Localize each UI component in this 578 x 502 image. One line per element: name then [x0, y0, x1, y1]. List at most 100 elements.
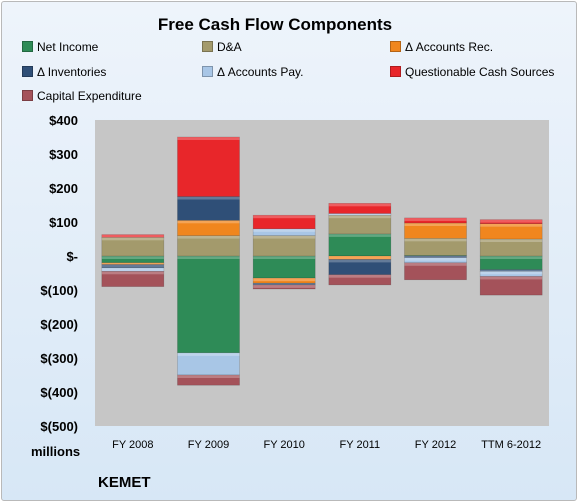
legend-label-inventories: Δ Inventories	[37, 65, 107, 79]
bar-segment-highlight	[480, 256, 543, 259]
bar-segment-highlight	[101, 267, 164, 271]
legend-label-capex: Capital Expenditure	[37, 89, 142, 103]
bar-segment-highlight	[328, 259, 391, 263]
bar-segment-highlight	[328, 203, 391, 207]
bar-segment-highlight	[404, 255, 467, 256]
bar-segment-highlight	[101, 262, 164, 265]
x-tick-label: FY 2010	[263, 439, 304, 451]
bar-segment-highlight	[404, 217, 467, 221]
bar-segment-capital-expenditure	[101, 270, 165, 287]
legend-swatch-accounts-pay	[202, 66, 213, 77]
x-tick-label: FY 2011	[340, 439, 381, 451]
bar-segment-highlight	[177, 137, 240, 140]
y-tick-label: $200	[49, 181, 78, 196]
bar-segment-highlight	[101, 271, 164, 275]
legend-item-accounts-pay: Δ Accounts Pay.	[202, 65, 304, 79]
bar-segment-highlight	[253, 228, 316, 232]
bar-segment-highlight	[253, 256, 316, 259]
legend-item-inventories: Δ Inventories	[22, 65, 106, 79]
bar-segment-highlight	[404, 257, 467, 261]
bar-segment-highlight	[177, 256, 240, 259]
bar-segment-d-a	[252, 235, 316, 257]
bar-segment-highlight	[404, 262, 467, 266]
bar-segment-capital-expenditure	[479, 276, 543, 296]
bar-segment-questionable-cash-sources	[177, 136, 240, 197]
bar-segment-net-income	[328, 233, 392, 257]
x-tick-label: FY 2008	[112, 439, 153, 451]
bar-segment-questionable-cash-sources	[101, 234, 165, 238]
bar-segment-net-income	[252, 255, 316, 279]
y-tick-label: $(200)	[40, 317, 78, 332]
legend-swatch-questionable	[390, 66, 401, 77]
bar-segment-highlight	[177, 352, 240, 356]
y-tick-label: $(400)	[40, 385, 78, 400]
legend-swatch-da	[202, 41, 213, 52]
bar-segment-capital-expenditure	[252, 284, 316, 290]
bar-segment-capital-expenditure	[177, 374, 240, 386]
bar-segment-highlight	[404, 256, 467, 258]
legend-label-net-income: Net Income	[37, 40, 99, 54]
y-tick-label: $300	[49, 147, 78, 162]
bar-segment-questionable-cash-sources	[479, 219, 543, 224]
legend-swatch-accounts-rec	[390, 41, 401, 52]
bar-segment-capital-expenditure	[404, 262, 467, 281]
bar-segment-net-income	[177, 255, 240, 354]
legend-item-da: D&A	[202, 40, 242, 54]
y-tick-label: $400	[49, 113, 78, 128]
bar-segment-highlight	[328, 213, 391, 216]
bar-segment-inventories	[328, 259, 392, 275]
bar-segment-highlight	[253, 284, 316, 288]
legend-label-da: D&A	[217, 40, 242, 54]
bar-segment-questionable-cash-sources	[252, 214, 316, 230]
x-tick-label: TTM 6-2012	[481, 439, 541, 451]
bar-segment-highlight	[101, 237, 164, 241]
y-tick-label: $(300)	[40, 351, 78, 366]
bar-segment-highlight	[328, 215, 391, 219]
bar-segment-d-a	[177, 235, 240, 257]
legend-item-questionable: Questionable Cash Sources	[390, 65, 554, 79]
bar-segment-highlight	[480, 219, 543, 223]
company-label: KEMET	[98, 474, 151, 491]
bar-segment-highlight	[253, 278, 316, 282]
bar-segment-highlight	[253, 283, 316, 285]
bar-segment-accounts-pay	[177, 352, 240, 376]
bar-segment-highlight	[480, 276, 543, 280]
bar-segment-highlight	[177, 235, 240, 239]
bar-segment-highlight	[253, 235, 316, 239]
units-label: millions	[31, 444, 81, 459]
legend-item-accounts-rec: Δ Accounts Rec.	[390, 40, 493, 54]
bar-segment-highlight	[177, 220, 240, 224]
legend-swatch-inventories	[22, 66, 33, 77]
bar-segment-highlight	[177, 196, 240, 200]
bar-segment-questionable-cash-sources	[328, 203, 392, 214]
y-tick-label: $(500)	[40, 419, 78, 434]
bar-segment-inventories	[177, 196, 240, 221]
bar-segment-questionable-cash-sources	[404, 217, 467, 224]
legend-swatch-capex	[22, 90, 33, 101]
bar-segment-highlight	[480, 271, 543, 275]
x-tick-label: FY 2012	[415, 439, 456, 451]
bar-segment-highlight	[404, 223, 467, 227]
bar-segment-highlight	[328, 274, 391, 278]
legend-label-accounts-pay: Δ Accounts Pay.	[217, 65, 304, 79]
bar-segment-highlight	[480, 223, 543, 227]
chart-title: Free Cash Flow Components	[157, 15, 393, 34]
bar-segment-highlight	[101, 234, 164, 238]
legend-label-accounts-rec: Δ Accounts Rec.	[405, 40, 494, 54]
bar-segment-highlight	[253, 215, 316, 219]
legend-item-net-income: Net Income	[22, 40, 98, 54]
y-tick-label: $100	[49, 215, 78, 230]
plot-background	[95, 120, 549, 426]
x-tick-label: FY 2009	[188, 439, 229, 451]
y-tick-label: $-	[66, 249, 78, 264]
bar-segment-highlight	[404, 238, 467, 242]
bar-segment-highlight	[480, 239, 543, 242]
bar-segment-highlight	[328, 233, 391, 237]
y-tick-label: $(100)	[40, 283, 78, 298]
bar-segment-capital-expenditure	[328, 274, 392, 286]
legend-label-questionable: Questionable Cash Sources	[405, 65, 555, 79]
bar-segment-highlight	[480, 269, 543, 272]
bar-segment-highlight	[101, 264, 164, 268]
